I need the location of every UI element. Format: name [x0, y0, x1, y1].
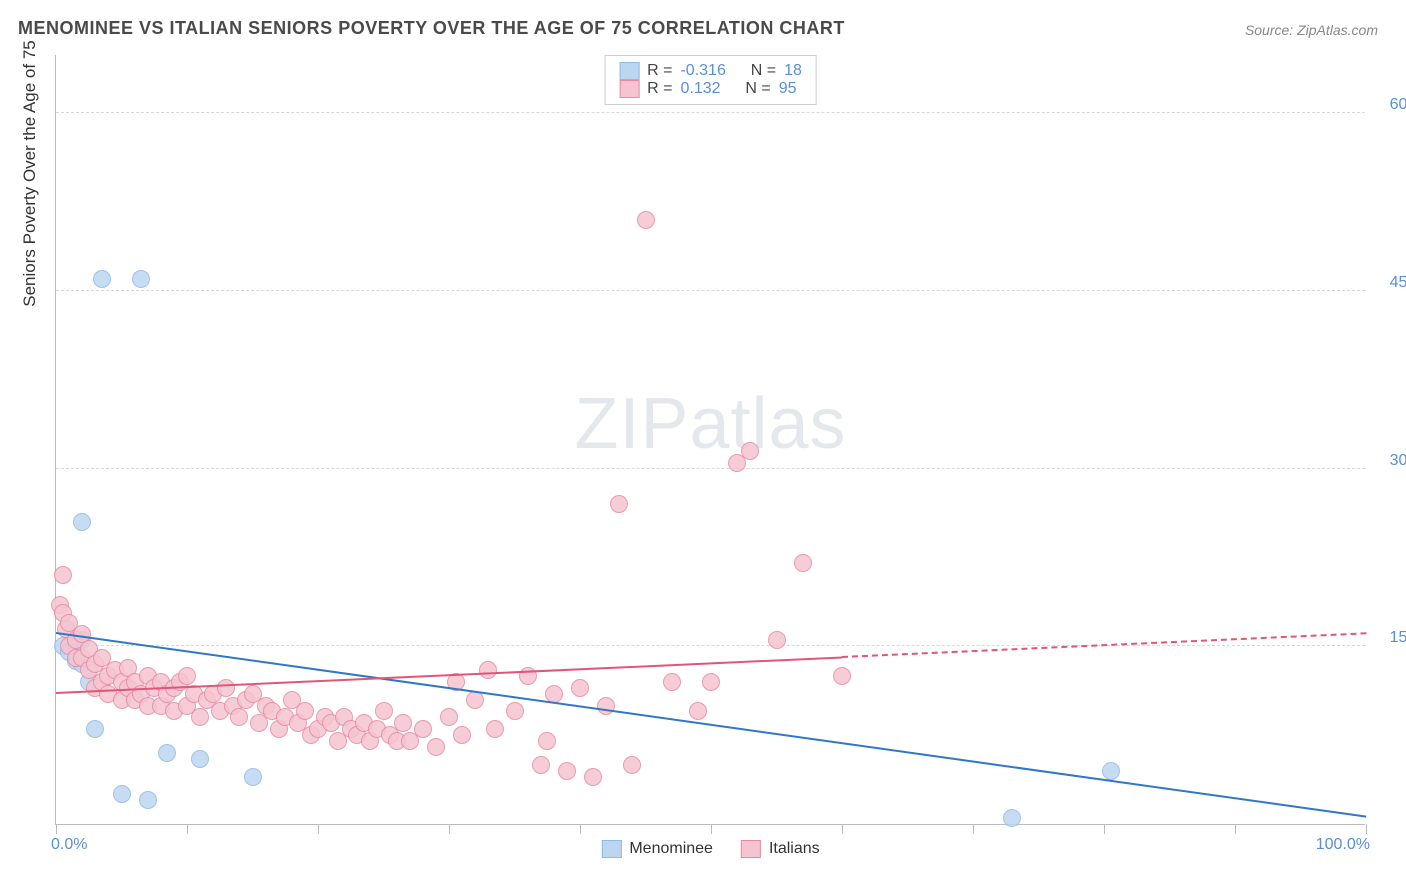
x-tick: [1366, 824, 1367, 834]
data-point: [558, 762, 576, 780]
gridline: [56, 645, 1365, 646]
correlation-legend: R = -0.316 N = 18 R = 0.132 N = 95: [604, 55, 817, 105]
y-tick-label: 60.0%: [1390, 96, 1406, 114]
series-legend: Menominee Italians: [601, 840, 819, 858]
x-tick: [1104, 824, 1105, 834]
x-tick: [973, 824, 974, 834]
data-point: [663, 673, 681, 691]
legend-row-italians: R = 0.132 N = 95: [619, 80, 802, 98]
data-point: [637, 211, 655, 229]
chart-title: MENOMINEE VS ITALIAN SENIORS POVERTY OVE…: [18, 18, 845, 39]
x-tick: [1235, 824, 1236, 834]
data-point: [375, 702, 393, 720]
data-point: [768, 631, 786, 649]
data-point: [571, 679, 589, 697]
data-point: [244, 768, 262, 786]
data-point: [139, 791, 157, 809]
x-axis-min-label: 0.0%: [51, 836, 87, 854]
swatch-italians: [741, 840, 761, 858]
y-tick-label: 45.0%: [1390, 274, 1406, 292]
x-tick: [449, 824, 450, 834]
legend-row-menominee: R = -0.316 N = 18: [619, 62, 802, 80]
x-tick: [711, 824, 712, 834]
data-point: [741, 442, 759, 460]
y-tick-label: 15.0%: [1390, 629, 1406, 647]
data-point: [702, 673, 720, 691]
data-point: [584, 768, 602, 786]
source-attribution: Source: ZipAtlas.com: [1245, 22, 1378, 38]
data-point: [538, 732, 556, 750]
data-point: [623, 756, 641, 774]
data-point: [191, 750, 209, 768]
data-point: [427, 738, 445, 756]
y-axis-title: Seniors Poverty Over the Age of 75: [20, 40, 40, 306]
gridline: [56, 468, 1365, 469]
watermark: ZIPatlas: [574, 383, 846, 465]
data-point: [689, 702, 707, 720]
data-point: [532, 756, 550, 774]
data-point: [54, 566, 72, 584]
data-point: [794, 554, 812, 572]
legend-item-menominee: Menominee: [601, 840, 713, 858]
data-point: [217, 679, 235, 697]
data-point: [113, 785, 131, 803]
y-tick-label: 30.0%: [1390, 452, 1406, 470]
data-point: [414, 720, 432, 738]
chart-container: MENOMINEE VS ITALIAN SENIORS POVERTY OVE…: [0, 0, 1406, 892]
data-point: [158, 744, 176, 762]
data-point: [440, 708, 458, 726]
legend-item-italians: Italians: [741, 840, 820, 858]
x-tick: [580, 824, 581, 834]
data-point: [230, 708, 248, 726]
gridline: [56, 112, 1365, 113]
data-point: [1102, 762, 1120, 780]
swatch-menominee: [619, 62, 639, 80]
data-point: [93, 270, 111, 288]
x-tick: [187, 824, 188, 834]
plot-area: ZIPatlas R = -0.316 N = 18 R = 0.132 N =…: [55, 55, 1365, 825]
data-point: [394, 714, 412, 732]
gridline: [56, 290, 1365, 291]
data-point: [453, 726, 471, 744]
data-point: [610, 495, 628, 513]
swatch-menominee: [601, 840, 621, 858]
data-point: [191, 708, 209, 726]
x-tick: [318, 824, 319, 834]
x-tick: [842, 824, 843, 834]
data-point: [73, 513, 91, 531]
x-tick: [56, 824, 57, 834]
data-point: [506, 702, 524, 720]
data-point: [132, 270, 150, 288]
swatch-italians: [619, 80, 639, 98]
data-point: [833, 667, 851, 685]
data-point: [178, 667, 196, 685]
x-axis-max-label: 100.0%: [1316, 836, 1370, 854]
data-point: [86, 720, 104, 738]
data-point: [479, 661, 497, 679]
data-point: [296, 702, 314, 720]
data-point: [486, 720, 504, 738]
data-point: [1003, 809, 1021, 827]
